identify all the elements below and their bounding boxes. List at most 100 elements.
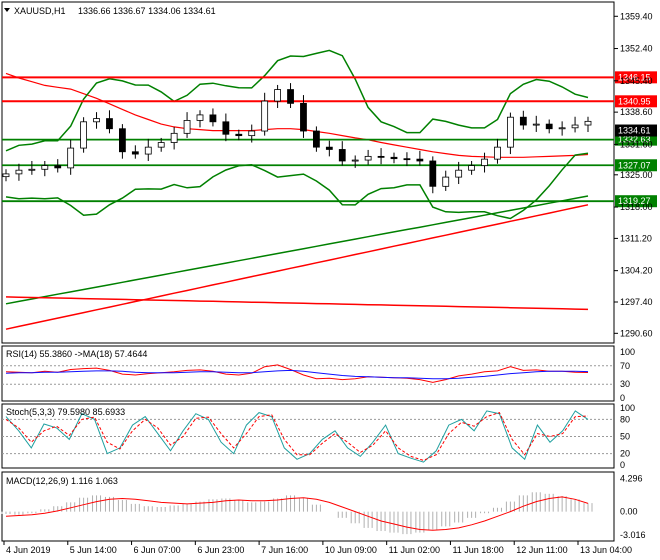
rsi-plot	[2, 364, 614, 385]
price-axis-label: 1359.40	[620, 11, 653, 21]
macd-axis-label: 4.296	[620, 473, 643, 483]
candle-body	[248, 130, 256, 137]
price-axis-label: 1311.20	[620, 233, 652, 243]
candle-body	[325, 146, 333, 150]
macd-axis-label: -3.016	[620, 530, 646, 540]
candle-body	[119, 128, 126, 153]
price-panel	[1, 1, 615, 344]
time-axis-label: 4 Jun 2019	[6, 545, 51, 555]
level-label: 1327.07	[618, 160, 651, 170]
level-label: 1319.27	[618, 196, 651, 206]
price-axis-label: 1297.40	[620, 297, 653, 307]
candle-body	[416, 158, 424, 162]
rsi-axis-label: 70	[620, 361, 630, 371]
stochastic-axis-label: 50	[620, 432, 630, 442]
rsi-axis-label: 0	[620, 393, 625, 403]
macd-plot	[1, 492, 593, 535]
candle-body	[312, 130, 320, 148]
time-axis-label: 12 Jun 11:00	[516, 545, 567, 555]
time-axis-label: 6 Jun 07:00	[134, 545, 181, 555]
axis-labels: 1359.40 1352.40 1345.40 1338.60 1331.60 1325.…	[3, 11, 653, 555]
candle-body	[442, 176, 450, 187]
bollinger-upper-line	[5, 49, 589, 152]
price-axis-label: 1318.00	[620, 202, 653, 212]
stochastic-main-line	[5, 410, 589, 463]
candle-body	[222, 121, 230, 135]
candle-body	[571, 124, 579, 129]
candle-body	[41, 165, 49, 170]
candle-body	[157, 142, 165, 148]
rsi-title: RSI(14) 55.3860 ->MA(18) 57.4644	[6, 349, 147, 359]
candle-body	[67, 147, 75, 169]
rsi-ma-line	[5, 369, 589, 380]
time-axis-label: 7 Jun 16:00	[261, 545, 308, 555]
candle-body	[28, 168, 36, 171]
candle-body	[481, 158, 488, 166]
dropdown-arrow-icon[interactable]	[4, 8, 10, 12]
candle-body	[532, 123, 540, 126]
macd-signal-line	[5, 496, 589, 531]
level-tag	[615, 195, 657, 208]
candle-body	[196, 114, 204, 121]
candle-body	[338, 149, 346, 162]
stochastic-axis-label: 0	[620, 460, 625, 470]
rsi-axis-label: 100	[620, 347, 635, 357]
candle-body	[519, 116, 527, 126]
candle-body	[2, 173, 10, 178]
candle-body	[506, 116, 514, 148]
price-axis-label: 1331.60	[620, 139, 653, 149]
macd-title: MACD(12,26,9) 1.116 1.063	[6, 476, 118, 486]
time-axis-label: 5 Jun 14:00	[70, 545, 117, 555]
candle-body	[144, 146, 152, 155]
level-tag	[615, 159, 657, 172]
price-axis-label: 1325.00	[620, 170, 653, 180]
candle-body	[209, 114, 217, 123]
stochastic-plot	[2, 410, 614, 463]
level-label: 1332.63	[618, 135, 651, 145]
candle-body	[274, 89, 282, 102]
candle-body	[429, 160, 437, 187]
candle-body	[377, 155, 385, 158]
candle-body	[545, 123, 553, 130]
candle-body	[15, 169, 23, 175]
price-axis-label: 1304.20	[620, 266, 653, 276]
time-axis-label: 11 Jun 02:00	[389, 545, 440, 555]
ohlc-values: 1336.66 1336.67 1334.06 1334.61	[78, 6, 216, 16]
time-axis-label: 10 Jun 09:00	[325, 545, 377, 555]
level-tag	[615, 133, 657, 146]
price-axis-label: 1345.40	[620, 76, 653, 86]
candle-body	[93, 118, 100, 123]
candle-body	[261, 100, 269, 132]
time-axis-label: 6 Jun 23:00	[197, 545, 244, 555]
macd-panel	[1, 471, 615, 542]
candle-body	[287, 89, 294, 104]
stochastic-axis-label: 20	[620, 449, 630, 459]
price-plot: 1346.15 1340.95 1332.63 1327.07 1319.27 1334.…	[2, 49, 657, 330]
candle-body	[351, 159, 359, 162]
stochastic-signal-line	[5, 411, 589, 461]
bollinger-lower-line	[5, 152, 589, 220]
time-axis-label: 11 Jun 18:00	[452, 545, 503, 555]
candle-body	[183, 120, 191, 134]
price-axis-label: 1338.60	[620, 107, 653, 117]
candle-body	[131, 151, 139, 155]
candle-body	[54, 165, 62, 169]
stochastic-axis-label: 100	[620, 403, 635, 413]
level-label: 1340.95	[618, 96, 651, 106]
ma-long-red-line	[5, 204, 589, 330]
level-label: 1346.15	[618, 72, 651, 82]
stochastic-title: Stoch(5,3,3) 79.5980 85.6933	[6, 407, 125, 417]
ma-flat-red-line	[5, 296, 589, 311]
symbol-title: XAUUSD,H1	[14, 6, 66, 16]
rsi-axis-label: 30	[620, 379, 630, 389]
current-price-tag	[615, 124, 657, 137]
price-axis-label: 1290.60	[620, 328, 653, 338]
rsi-line	[5, 364, 589, 383]
level-tag	[615, 95, 657, 108]
candle-body	[364, 155, 372, 161]
candle-body	[494, 146, 501, 160]
candle-body	[235, 133, 243, 137]
candle-body	[558, 127, 566, 130]
stochastic-axis-label: 80	[620, 414, 630, 424]
